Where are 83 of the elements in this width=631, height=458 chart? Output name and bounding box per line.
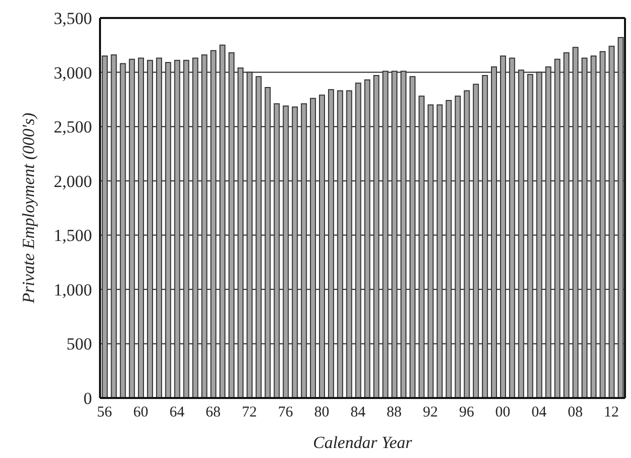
x-tick-label: 92 <box>422 404 438 421</box>
x-axis-title: Calendar Year <box>312 433 412 452</box>
bar <box>102 56 108 398</box>
bar <box>165 62 172 398</box>
y-axis-title: Private Employment (000's) <box>19 112 38 304</box>
bar <box>373 75 380 398</box>
bar <box>418 96 425 398</box>
y-tick-label: 3,500 <box>54 9 92 28</box>
bar <box>192 58 198 398</box>
y-tick-label: 2,500 <box>54 118 92 137</box>
bar <box>264 86 271 398</box>
bar <box>256 76 262 398</box>
x-tick-label: 00 <box>495 404 510 421</box>
bar <box>446 100 452 398</box>
x-tick-label: 56 <box>97 404 113 421</box>
bar <box>228 52 234 398</box>
bar <box>590 56 597 398</box>
bar <box>138 58 144 398</box>
bar <box>355 82 362 398</box>
bar <box>292 106 298 398</box>
bar <box>282 105 289 398</box>
bar <box>391 70 398 398</box>
bar <box>554 58 560 398</box>
bar <box>454 96 461 398</box>
bar <box>572 46 578 398</box>
bar <box>382 70 388 398</box>
x-tick-label: 84 <box>350 404 366 421</box>
x-tick-label: 88 <box>386 404 402 421</box>
bar <box>337 90 344 398</box>
bar <box>300 103 307 398</box>
y-tick-label: 1,000 <box>54 280 92 300</box>
bar <box>608 46 615 398</box>
bar <box>147 60 154 398</box>
bar <box>319 94 326 398</box>
bar <box>472 84 479 398</box>
bar <box>210 50 216 398</box>
x-tick-label: 08 <box>568 404 583 421</box>
bar <box>545 66 552 398</box>
bar <box>436 104 443 398</box>
x-tick-label: 68 <box>206 404 221 421</box>
bar <box>509 58 516 398</box>
bar <box>527 74 534 398</box>
bar <box>238 67 244 398</box>
y-tick-label: 0 <box>84 389 92 408</box>
y-tick-label: 3,000 <box>54 63 92 82</box>
bar <box>128 58 135 398</box>
bar <box>246 72 253 398</box>
bar <box>110 54 117 398</box>
bar <box>183 60 190 398</box>
bar <box>482 75 488 398</box>
x-tick-label: 72 <box>242 404 257 421</box>
bar <box>328 89 334 398</box>
x-tick-label: 76 <box>278 404 294 421</box>
bar <box>156 58 162 398</box>
y-tick-label: 500 <box>66 334 92 354</box>
bar <box>400 70 406 398</box>
bar <box>518 70 524 398</box>
bar <box>346 90 352 398</box>
x-tick-label: 80 <box>314 404 330 421</box>
bar <box>364 79 370 398</box>
bar <box>201 54 208 398</box>
bar <box>600 51 606 398</box>
y-tick-label: 1,500 <box>54 226 92 246</box>
x-tick-label: 96 <box>459 404 475 421</box>
bar <box>274 103 280 398</box>
x-tick-label: 64 <box>169 404 185 421</box>
bar <box>410 76 416 398</box>
y-tick-label: 2,000 <box>54 172 92 191</box>
bar <box>563 52 570 398</box>
bar <box>582 58 588 398</box>
bar <box>428 104 434 398</box>
bar <box>500 56 506 398</box>
x-tick-label: 04 <box>532 404 548 421</box>
x-tick-label: 12 <box>604 404 619 421</box>
bar <box>536 72 542 398</box>
bar <box>174 60 180 398</box>
bar <box>310 98 316 398</box>
bar <box>464 90 470 398</box>
bar <box>618 37 624 398</box>
bar <box>219 44 226 398</box>
bar <box>490 66 497 398</box>
x-tick-label: 60 <box>133 404 148 421</box>
bar <box>120 63 126 398</box>
